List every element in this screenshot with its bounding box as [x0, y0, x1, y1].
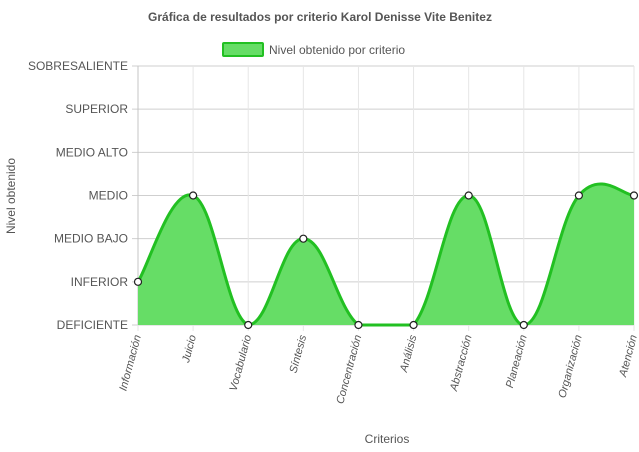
- x-tick-label: Síntesis: [288, 333, 310, 374]
- x-tick-label: Vocabulario: [228, 334, 255, 393]
- y-tick-label: SUPERIOR: [65, 102, 128, 116]
- x-tick-label: Organización: [556, 334, 584, 400]
- y-tick-label: MEDIO ALTO: [56, 145, 128, 159]
- y-tick-label: MEDIO BAJO: [54, 232, 128, 246]
- data-point[interactable]: [629, 191, 639, 200]
- series-area: [138, 183, 634, 325]
- legend[interactable]: Nivel obtenido por criterio: [222, 42, 405, 57]
- x-axis: Información Juicio Vocabulario Síntesis Conc…: [117, 333, 639, 405]
- legend-swatch: [222, 42, 264, 57]
- x-tick-label: Atención: [617, 334, 639, 379]
- data-point[interactable]: [409, 320, 418, 330]
- data-point[interactable]: [133, 277, 143, 286]
- area-layer: [136, 182, 635, 327]
- data-point[interactable]: [189, 191, 198, 200]
- y-tick-label: MEDIO: [89, 189, 128, 203]
- data-point[interactable]: [244, 320, 253, 330]
- data-point[interactable]: [464, 191, 473, 200]
- x-tick-label: Análisis: [398, 333, 420, 374]
- y-tick-label: INFERIOR: [71, 275, 129, 289]
- data-points: [133, 191, 639, 330]
- y-axis-title: Nivel obtenido: [4, 158, 18, 234]
- x-tick-label: Abstracción: [448, 334, 475, 394]
- series-line: [136, 182, 635, 327]
- y-tick-label: DEFICIENTE: [57, 318, 128, 332]
- data-point[interactable]: [519, 320, 528, 330]
- data-point[interactable]: [354, 320, 363, 330]
- x-tick-label: Planeación: [504, 334, 530, 390]
- data-point[interactable]: [299, 234, 308, 243]
- x-tick-label: Concentración: [334, 334, 364, 406]
- y-axis: DEFICIENTE INFERIOR MEDIO BAJO MEDIO MEDIO A…: [28, 59, 128, 332]
- data-point[interactable]: [574, 191, 583, 200]
- x-tick-label: Información: [117, 334, 143, 393]
- legend-label: Nivel obtenido por criterio: [269, 43, 405, 57]
- chart-title: Gráfica de resultados por criterio Karol…: [148, 10, 492, 24]
- x-tick-label: Juicio: [180, 334, 199, 365]
- x-axis-title: Criterios: [365, 432, 410, 446]
- y-tick-label: SOBRESALIENTE: [28, 59, 128, 73]
